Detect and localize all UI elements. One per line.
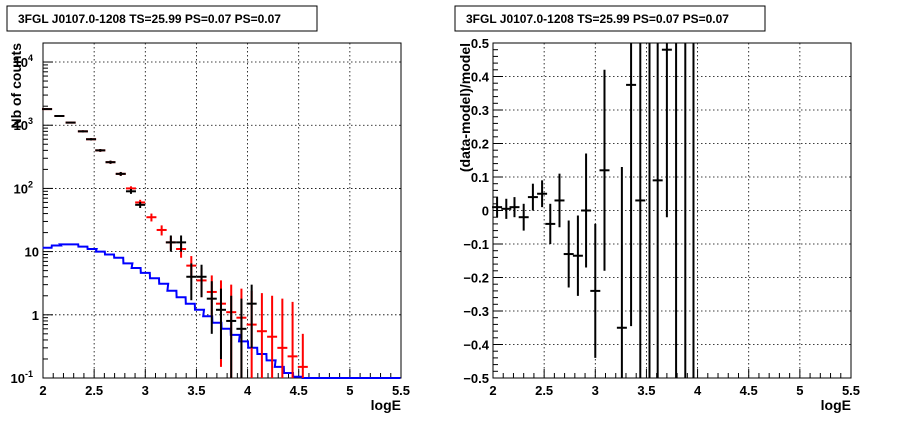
left-x-tick-label: 4.5 [290, 383, 308, 398]
right-residual-point [509, 197, 520, 218]
left-black-point [105, 160, 116, 164]
right-x-tick-label: 4.5 [740, 383, 758, 398]
left-black-series [42, 108, 257, 378]
right-x-axis-title: logE [821, 397, 851, 413]
left-y-tick-label: 1 [32, 308, 39, 323]
right-x-tick-label: 4 [694, 383, 702, 398]
left-black-point [115, 171, 126, 176]
left-red-point [146, 213, 157, 222]
right-residual-point [501, 198, 512, 219]
left-x-tick-label: 3 [142, 383, 149, 398]
left-red-point [277, 298, 288, 378]
right-x-tick-label: 2 [489, 383, 496, 398]
right-y-tick-label: −0.3 [463, 304, 489, 319]
right-residual-point [626, 43, 637, 327]
right-residual-point [572, 215, 583, 296]
left-black-point [206, 281, 217, 334]
left-x-axis-title: logE [371, 397, 401, 413]
right-title-box [454, 5, 766, 32]
right-residual-point [599, 69, 610, 271]
left-x-tick-label: 2 [39, 383, 46, 398]
left-x-tick-label: 2.5 [85, 383, 103, 398]
right-y-tick-label: 0 [482, 204, 489, 219]
left-black-point [186, 263, 197, 301]
left-black-point [86, 138, 97, 141]
left-black-point [215, 288, 226, 359]
right-y-tick-label: −0.1 [463, 237, 489, 252]
right-y-tick-label: −0.2 [463, 271, 489, 286]
left-black-point [176, 235, 187, 252]
right-x-tick-label: 5 [796, 383, 803, 398]
right-residual-point [527, 183, 538, 211]
left-y-tick-label: 10 [25, 245, 39, 260]
left-red-point [156, 225, 167, 236]
left-chart-title: 3FGL J0107.0-1208 TS=25.99 PS=0.07 PS=0.… [18, 12, 281, 26]
right-x-tick-label: 5.5 [842, 383, 860, 398]
left-red-point [297, 333, 308, 378]
right-y-tick-label: 0.2 [471, 137, 489, 152]
right-residual-point [635, 43, 646, 378]
left-x-tick-labels: 2 2.5 3 3.5 4 4.5 5 5.5 [39, 383, 410, 398]
left-y-tick-label: 10-1 [11, 369, 33, 386]
right-x-tick-label: 2.5 [535, 383, 553, 398]
left-black-point [135, 201, 146, 208]
right-residual-point [537, 180, 548, 208]
left-red-point [256, 293, 267, 378]
left-x-tick-label: 3.5 [187, 383, 205, 398]
right-panel: 2 2.5 3 3.5 4 4.5 5 5.5 −0.5 −0.4 −0.3 −0.2 −0.1 0 0.… [454, 5, 860, 413]
left-black-point [54, 114, 65, 117]
left-red-point [287, 301, 298, 378]
left-black-point [165, 235, 176, 252]
left-x-tick-label: 5 [346, 383, 353, 398]
right-residual-point [616, 166, 627, 378]
right-x-tick-labels: 2 2.5 3 3.5 4 4.5 5 5.5 [489, 383, 860, 398]
left-title-box [6, 5, 318, 32]
right-residual-point [581, 153, 592, 268]
left-y-tick-label: 102 [14, 179, 33, 196]
left-plot-frame [42, 42, 402, 379]
left-red-point [267, 295, 278, 378]
left-x-tick-label: 4 [244, 383, 252, 398]
right-residual-point [652, 43, 663, 378]
right-residual-point [590, 223, 601, 358]
right-x-tick-label: 3.5 [637, 383, 655, 398]
right-residual-series [492, 43, 695, 378]
right-y-tick-label: −0.4 [463, 338, 489, 353]
right-y-axis-title: (data-model)/model [457, 43, 473, 172]
right-y-tick-label: 0.4 [471, 70, 490, 85]
left-axis-ticks [42, 42, 402, 379]
right-y-tick-label: 0.1 [471, 170, 489, 185]
left-black-point [125, 188, 136, 194]
right-chart-title: 3FGL J0107.0-1208 TS=25.99 PS=0.07 PS=0.… [466, 12, 729, 26]
left-black-point [95, 149, 106, 152]
right-residual-point [518, 203, 529, 231]
left-black-point [196, 264, 207, 298]
right-residual-point [661, 43, 672, 218]
right-y-tick-labels: −0.5 −0.4 −0.3 −0.2 −0.1 0 0.1 0.2 0.3 0.4 0.5 [463, 36, 489, 386]
left-y-axis-title: Nb of counts [8, 43, 24, 129]
left-black-point [226, 295, 237, 378]
right-y-tick-label: 0.5 [471, 36, 489, 51]
right-y-tick-label: −0.5 [463, 371, 489, 386]
right-axis-ticks [492, 42, 852, 379]
right-residual-point [492, 197, 503, 218]
left-black-point [65, 121, 76, 124]
left-black-point [42, 108, 53, 111]
right-residual-point [545, 203, 556, 244]
right-x-tick-label: 3 [592, 383, 599, 398]
right-y-tick-label: 0.3 [471, 103, 489, 118]
right-grid [493, 43, 851, 378]
left-x-tick-label: 5.5 [392, 383, 410, 398]
right-residual-point [554, 173, 565, 228]
right-residual-point [563, 220, 574, 288]
left-black-point [77, 130, 88, 133]
left-black-point [236, 298, 247, 378]
left-black-point [246, 284, 257, 348]
